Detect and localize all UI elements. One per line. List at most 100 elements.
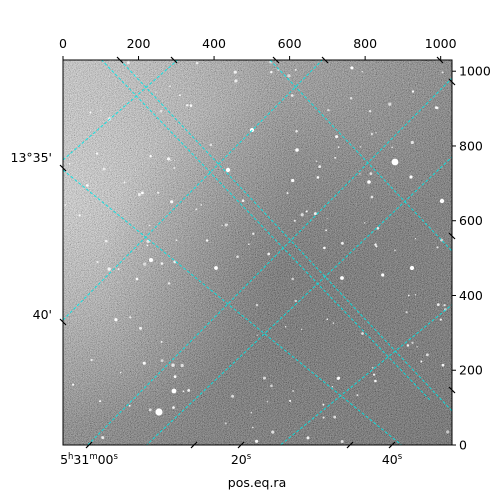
star bbox=[104, 239, 108, 243]
wcs-tick bbox=[448, 386, 456, 394]
star bbox=[333, 415, 337, 419]
star bbox=[72, 383, 75, 386]
star bbox=[114, 318, 118, 322]
star bbox=[335, 135, 339, 139]
ra-tick-label-2: 40s bbox=[382, 452, 403, 467]
star bbox=[289, 399, 292, 402]
star bbox=[327, 108, 330, 112]
star bbox=[331, 385, 334, 388]
star bbox=[255, 439, 259, 443]
star bbox=[146, 244, 149, 247]
star bbox=[425, 353, 429, 357]
star bbox=[173, 166, 176, 170]
dec-tick-label-0: 13°35' bbox=[11, 150, 53, 165]
star bbox=[129, 316, 132, 319]
star bbox=[141, 191, 144, 195]
wcs-tick bbox=[436, 56, 444, 64]
star bbox=[443, 304, 446, 307]
star bbox=[169, 85, 171, 87]
star bbox=[180, 363, 184, 368]
star bbox=[143, 262, 147, 266]
star bbox=[170, 159, 172, 162]
star bbox=[236, 255, 239, 259]
star bbox=[291, 178, 295, 183]
star bbox=[441, 71, 444, 74]
star bbox=[159, 109, 163, 113]
star bbox=[375, 132, 377, 134]
star bbox=[155, 91, 157, 94]
star bbox=[174, 159, 176, 162]
star bbox=[252, 232, 255, 235]
bright-star bbox=[391, 158, 399, 166]
star bbox=[441, 363, 445, 367]
wcs-tick bbox=[190, 441, 198, 449]
star bbox=[117, 268, 120, 271]
bright-star bbox=[409, 175, 413, 179]
star bbox=[128, 404, 131, 407]
star-field bbox=[64, 60, 450, 443]
star bbox=[416, 346, 418, 348]
wcs-tick bbox=[272, 56, 280, 64]
star bbox=[391, 146, 393, 149]
wcs-tick bbox=[321, 56, 329, 64]
star bbox=[381, 273, 385, 277]
star bbox=[292, 390, 295, 392]
star bbox=[263, 376, 266, 380]
star bbox=[96, 261, 99, 264]
wcs-tick bbox=[346, 441, 354, 449]
sky-image bbox=[63, 60, 452, 445]
right-tick-label: 400 bbox=[459, 288, 483, 303]
star bbox=[167, 282, 171, 285]
star bbox=[340, 440, 344, 443]
star bbox=[231, 394, 235, 398]
star bbox=[102, 167, 106, 171]
star bbox=[148, 224, 151, 227]
star bbox=[142, 361, 146, 365]
star bbox=[157, 191, 160, 194]
star bbox=[322, 403, 325, 406]
right-tick-label: 0 bbox=[459, 438, 467, 453]
star bbox=[205, 239, 209, 242]
star bbox=[160, 340, 163, 343]
star bbox=[294, 299, 298, 303]
star bbox=[187, 388, 191, 392]
star bbox=[267, 252, 271, 256]
star bbox=[189, 104, 193, 107]
top-tick-label: 0 bbox=[59, 36, 67, 51]
star bbox=[326, 318, 329, 320]
star bbox=[149, 154, 152, 158]
ra-tick-label-0: 5h31m00s bbox=[60, 452, 118, 467]
star bbox=[90, 358, 93, 362]
star bbox=[178, 94, 181, 97]
star bbox=[89, 111, 92, 114]
star bbox=[370, 132, 374, 136]
star bbox=[388, 102, 392, 106]
star bbox=[182, 390, 185, 393]
bright-star bbox=[171, 388, 177, 394]
top-tick-label: 600 bbox=[278, 36, 302, 51]
star bbox=[306, 436, 310, 440]
top-tick-label: 1000 bbox=[425, 36, 457, 51]
right-tick-label: 800 bbox=[459, 138, 483, 153]
grid-line-7 bbox=[63, 169, 403, 445]
top-tick-label: 400 bbox=[202, 36, 226, 51]
top-tick-label: 200 bbox=[127, 36, 151, 51]
bright-star bbox=[214, 266, 218, 270]
star bbox=[171, 363, 175, 367]
star bbox=[349, 97, 353, 100]
star bbox=[322, 416, 325, 419]
star bbox=[221, 224, 223, 227]
right-tick-label: 1000 bbox=[459, 64, 491, 79]
star bbox=[200, 204, 203, 206]
star bbox=[315, 160, 318, 163]
star bbox=[325, 229, 328, 232]
star bbox=[160, 262, 164, 265]
plot-frame bbox=[62, 59, 453, 446]
wcs-tick bbox=[237, 441, 245, 449]
bright-star bbox=[149, 258, 153, 262]
star bbox=[300, 328, 303, 330]
star bbox=[170, 200, 174, 204]
star bbox=[250, 412, 252, 414]
x-axis-label: pos.eq.ra bbox=[228, 475, 286, 490]
star bbox=[107, 267, 111, 271]
